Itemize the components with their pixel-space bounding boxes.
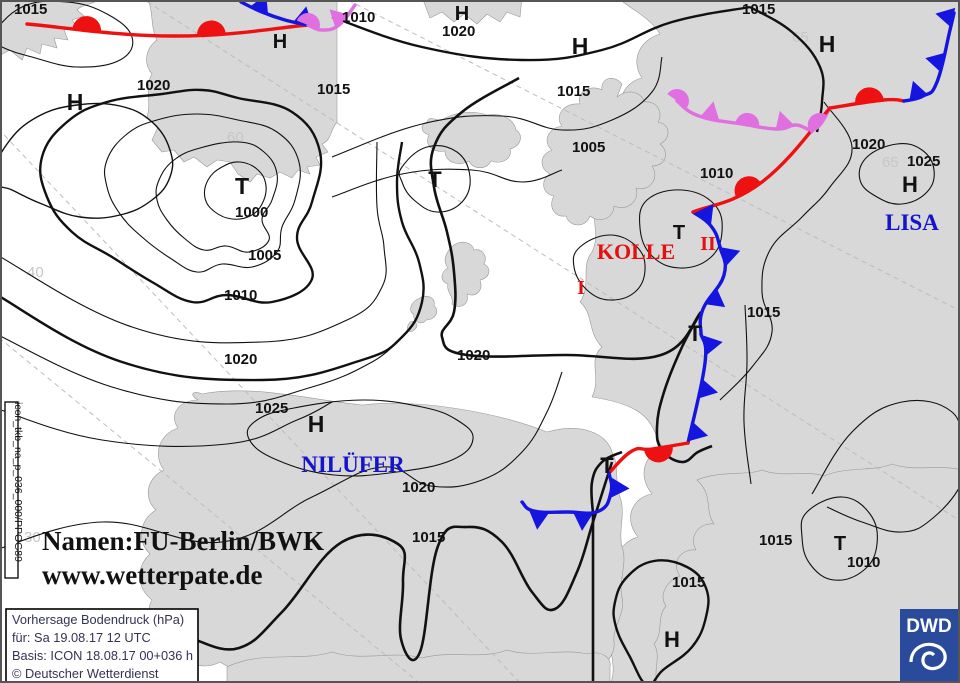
svg-text:KOLLE: KOLLE [597, 239, 675, 264]
svg-text:II: II [700, 233, 716, 255]
svg-text:1015: 1015 [742, 2, 775, 18]
svg-text:1015: 1015 [747, 304, 780, 321]
svg-text:www.wetterpate.de: www.wetterpate.de [42, 560, 262, 590]
svg-text:© Deutscher Wetterdienst: © Deutscher Wetterdienst [12, 666, 159, 681]
svg-text:H: H [273, 31, 287, 53]
svg-text:1025: 1025 [907, 153, 940, 170]
svg-text:1000: 1000 [235, 204, 268, 221]
svg-text:1015: 1015 [14, 2, 47, 18]
svg-text:T: T [600, 453, 614, 478]
svg-text:H: H [664, 627, 680, 652]
svg-text:H: H [308, 411, 325, 437]
svg-text:1010: 1010 [700, 165, 733, 182]
svg-text:T: T [688, 321, 702, 346]
svg-text:H: H [455, 3, 469, 25]
svg-text:H: H [819, 31, 836, 57]
svg-text:Namen:FU-Berlin/BWK: Namen:FU-Berlin/BWK [42, 526, 324, 556]
svg-text:1015: 1015 [759, 532, 792, 549]
svg-text:T: T [834, 533, 846, 555]
svg-text:I: I [577, 277, 585, 299]
svg-text:1010: 1010 [847, 554, 880, 571]
svg-text:1015: 1015 [412, 529, 445, 546]
svg-text:Basis: ICON 18.08.17 00+036 h: Basis: ICON 18.08.17 00+036 h [12, 648, 193, 663]
svg-text:1020: 1020 [457, 347, 490, 364]
svg-text:T: T [235, 173, 249, 199]
svg-text:icon_tkb_na_p_036_000/PPOG89: icon_tkb_na_p_036_000/PPOG89 [12, 402, 24, 562]
svg-text:1025: 1025 [255, 400, 288, 417]
svg-text:H: H [572, 33, 589, 59]
svg-text:1015: 1015 [672, 574, 705, 591]
svg-text:1015: 1015 [317, 81, 350, 98]
svg-text:1005: 1005 [572, 139, 605, 156]
svg-text:H: H [902, 172, 918, 197]
svg-text:1020: 1020 [137, 77, 170, 94]
svg-text:1010: 1010 [224, 287, 257, 304]
svg-text:H: H [67, 89, 84, 115]
svg-text:1020: 1020 [442, 23, 475, 40]
svg-text:Vorhersage Bodendruck (hPa): Vorhersage Bodendruck (hPa) [12, 612, 184, 627]
svg-text:1020: 1020 [402, 479, 435, 496]
svg-text:DWD: DWD [906, 616, 951, 637]
svg-text:1020: 1020 [852, 136, 885, 153]
svg-text:T: T [428, 167, 442, 192]
svg-text:1005: 1005 [248, 247, 281, 264]
svg-text:NILÜFER: NILÜFER [301, 452, 405, 477]
svg-text:1020: 1020 [224, 351, 257, 368]
svg-text:für: Sa 19.08.17 12 UTC: für: Sa 19.08.17 12 UTC [12, 630, 151, 645]
svg-text:1015: 1015 [557, 83, 590, 100]
svg-text:1010: 1010 [342, 9, 375, 26]
svg-text:LISA: LISA [885, 210, 939, 235]
